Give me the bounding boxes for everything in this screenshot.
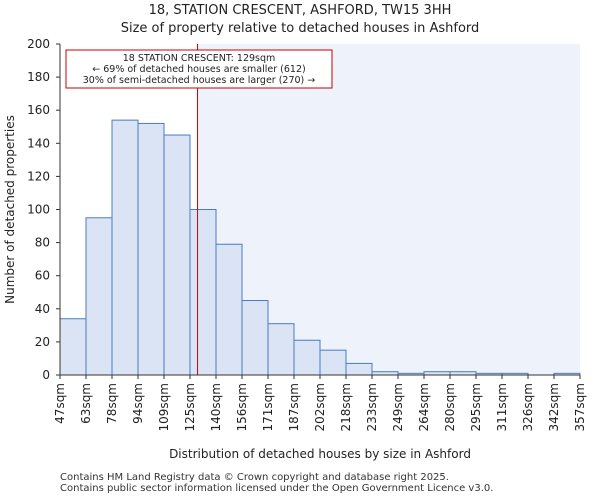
histogram-bar [137, 122, 165, 376]
y-tick-label: 140 [27, 136, 50, 150]
histogram-bar [267, 323, 295, 376]
histogram-bar [293, 339, 321, 376]
histogram-bar [319, 349, 347, 376]
y-tick-label: 100 [27, 203, 50, 217]
histogram-bar [59, 318, 87, 376]
x-tick-label: 311sqm [495, 383, 509, 431]
histogram-bar [241, 300, 269, 376]
x-tick-label: 326sqm [521, 383, 535, 431]
histogram-bar [163, 134, 191, 376]
x-tick-label: 109sqm [157, 383, 171, 431]
histogram-bar [85, 217, 113, 376]
x-tick-label: 264sqm [417, 383, 431, 431]
histogram-chart: 0 20 40 60 80 100 120 140 160 180 200 47sqm 63sqm 78s… [3, 37, 587, 461]
y-tick-label: 40 [35, 302, 50, 316]
x-tick-label: 187sqm [287, 383, 301, 431]
x-tick-label: 78sqm [105, 383, 119, 424]
y-tick-label: 200 [27, 37, 50, 51]
y-tick-label: 0 [42, 368, 50, 382]
annotation-box [65, 49, 333, 89]
annotation-line-2: ← 69% of detached houses are smaller (61… [92, 64, 305, 75]
x-tick-label: 295sqm [469, 383, 483, 431]
x-axis-label: Distribution of detached houses by size … [169, 447, 471, 461]
x-tick-label: 233sqm [365, 383, 379, 431]
y-tick-label: 80 [35, 236, 50, 250]
x-tick-label: 249sqm [391, 383, 405, 431]
x-tick-label: 342sqm [547, 383, 561, 431]
annotation-line-1: 18 STATION CRESCENT: 129sqm [123, 53, 276, 64]
attribution-line-2: Contains public sector information licen… [60, 483, 494, 494]
x-tick-label: 357sqm [573, 383, 587, 431]
histogram-bar [189, 209, 217, 376]
chart-title-block: 18, STATION CRESCENT, ASHFORD, TW15 3HH … [0, 2, 600, 38]
x-tick-label: 202sqm [313, 383, 327, 431]
x-tick-label: 156sqm [235, 383, 249, 431]
x-tick-label: 280sqm [443, 383, 457, 431]
y-tick-label: 160 [27, 103, 50, 117]
x-tick-label: 125sqm [183, 383, 197, 431]
y-tick-label: 120 [27, 169, 50, 183]
x-tick-label: 94sqm [131, 383, 145, 424]
histogram-bar [111, 119, 139, 376]
chart-subtitle: Size of property relative to detached ho… [120, 21, 480, 36]
annotation-line-3: 30% of semi-detached houses are larger (… [83, 75, 316, 86]
y-tick-label: 180 [27, 70, 50, 84]
y-axis-label: Number of detached properties [3, 115, 17, 304]
attribution-line-1: Contains HM Land Registry data © Crown c… [60, 472, 449, 483]
chart-title: 18, STATION CRESCENT, ASHFORD, TW15 3HH [148, 3, 452, 18]
histogram-bar [345, 362, 373, 376]
histogram-bar [215, 243, 243, 376]
x-tick-label: 218sqm [339, 383, 353, 431]
x-tick-label: 47sqm [53, 383, 67, 424]
x-tick-label: 63sqm [79, 383, 93, 424]
x-tick-label: 171sqm [261, 383, 275, 431]
x-tick-label: 140sqm [209, 383, 223, 431]
y-tick-label: 60 [35, 269, 50, 283]
y-tick-label: 20 [35, 335, 50, 349]
attribution-footer: Contains HM Land Registry data © Crown c… [60, 472, 493, 494]
